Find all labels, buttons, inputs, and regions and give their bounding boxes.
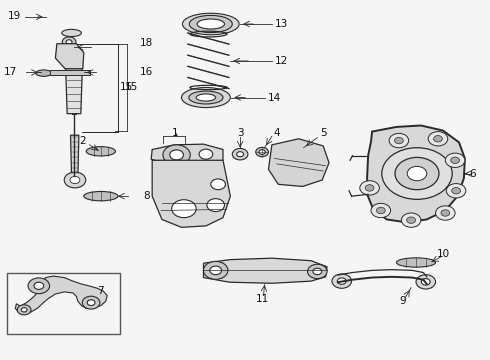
Text: 1: 1 xyxy=(172,128,179,138)
Ellipse shape xyxy=(197,19,224,29)
Circle shape xyxy=(259,150,265,154)
Text: 10: 10 xyxy=(436,248,449,258)
Text: 17: 17 xyxy=(4,67,17,77)
Circle shape xyxy=(365,185,374,191)
Circle shape xyxy=(70,176,80,184)
Ellipse shape xyxy=(62,30,81,37)
Circle shape xyxy=(17,305,31,315)
Circle shape xyxy=(337,278,346,284)
Circle shape xyxy=(441,210,450,216)
Polygon shape xyxy=(71,135,79,176)
Bar xyxy=(6,273,121,334)
Circle shape xyxy=(395,157,439,190)
Text: 9: 9 xyxy=(399,296,406,306)
Polygon shape xyxy=(151,144,223,165)
Polygon shape xyxy=(269,139,329,186)
Circle shape xyxy=(207,199,224,212)
Text: 6: 6 xyxy=(469,168,475,179)
Text: 2: 2 xyxy=(79,136,86,146)
Circle shape xyxy=(389,134,409,148)
Text: 8: 8 xyxy=(143,191,149,201)
Circle shape xyxy=(199,149,213,159)
Circle shape xyxy=(394,137,403,144)
Circle shape xyxy=(308,264,327,279)
Circle shape xyxy=(452,188,461,194)
Circle shape xyxy=(436,206,455,220)
Text: 13: 13 xyxy=(275,19,288,29)
Circle shape xyxy=(360,181,379,195)
Circle shape xyxy=(407,166,427,181)
Circle shape xyxy=(371,203,391,218)
Circle shape xyxy=(34,282,44,289)
Text: 3: 3 xyxy=(237,128,244,138)
Circle shape xyxy=(416,275,436,289)
Ellipse shape xyxy=(189,91,223,104)
Polygon shape xyxy=(15,276,107,314)
Circle shape xyxy=(382,148,452,199)
Text: 16: 16 xyxy=(140,67,153,77)
Polygon shape xyxy=(367,126,465,222)
Polygon shape xyxy=(55,44,84,69)
Circle shape xyxy=(232,148,248,160)
Text: 4: 4 xyxy=(273,128,280,138)
Ellipse shape xyxy=(84,192,118,201)
Circle shape xyxy=(451,157,460,163)
Text: 11: 11 xyxy=(255,294,269,304)
Text: 18: 18 xyxy=(140,38,153,48)
Circle shape xyxy=(256,147,269,157)
Circle shape xyxy=(64,172,86,188)
Ellipse shape xyxy=(196,94,216,101)
Text: 15: 15 xyxy=(120,82,133,93)
Text: 14: 14 xyxy=(268,93,281,103)
Circle shape xyxy=(407,217,416,224)
Circle shape xyxy=(170,150,183,160)
Circle shape xyxy=(82,296,100,309)
Text: 5: 5 xyxy=(320,129,326,138)
Circle shape xyxy=(28,278,49,294)
Text: 15: 15 xyxy=(125,82,138,93)
Text: 7: 7 xyxy=(98,286,104,296)
Polygon shape xyxy=(66,69,82,114)
Circle shape xyxy=(237,152,244,157)
Circle shape xyxy=(21,308,27,312)
Ellipse shape xyxy=(181,87,230,108)
Polygon shape xyxy=(203,258,327,283)
Ellipse shape xyxy=(36,70,51,76)
Ellipse shape xyxy=(189,15,232,33)
Circle shape xyxy=(428,132,448,146)
Text: 19: 19 xyxy=(8,11,21,21)
Circle shape xyxy=(446,184,466,198)
Ellipse shape xyxy=(182,13,239,35)
Circle shape xyxy=(66,40,72,44)
Circle shape xyxy=(172,200,196,218)
Circle shape xyxy=(62,37,76,47)
Ellipse shape xyxy=(396,258,436,267)
Bar xyxy=(49,70,90,75)
Circle shape xyxy=(87,300,95,306)
Circle shape xyxy=(332,274,351,288)
Circle shape xyxy=(163,145,190,165)
Circle shape xyxy=(203,261,228,279)
Circle shape xyxy=(376,207,385,214)
Circle shape xyxy=(211,179,225,190)
Circle shape xyxy=(210,266,221,275)
Circle shape xyxy=(421,279,430,285)
Circle shape xyxy=(434,135,442,142)
Circle shape xyxy=(401,213,421,227)
Ellipse shape xyxy=(86,147,116,156)
Polygon shape xyxy=(152,160,230,227)
Circle shape xyxy=(445,153,465,167)
Text: 12: 12 xyxy=(275,56,288,66)
Circle shape xyxy=(313,268,322,275)
